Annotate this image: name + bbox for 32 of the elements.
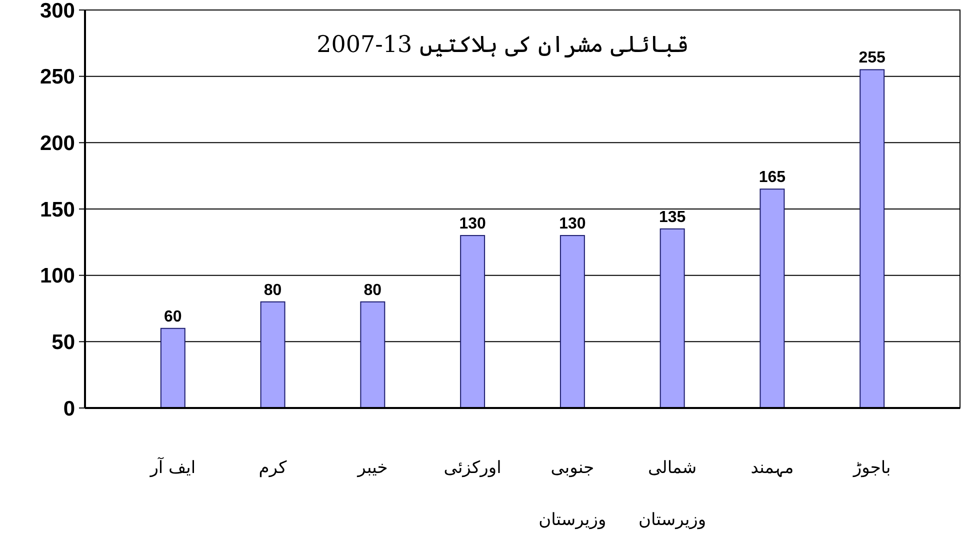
y-tick-label: 200: [40, 132, 75, 156]
y-tick-label: 50: [52, 331, 75, 354]
bar: [460, 235, 486, 408]
x-tick-label: باجوڑ: [852, 458, 891, 478]
data-label: 130: [459, 216, 486, 233]
data-label: 165: [758, 169, 786, 186]
bar: [660, 228, 685, 408]
y-tick-label: 100: [40, 264, 75, 288]
bar: [860, 69, 885, 408]
x-tick-label: کرم: [258, 458, 288, 478]
y-tick-label: 250: [40, 66, 75, 89]
bar: [360, 301, 386, 408]
bar: [160, 328, 186, 408]
y-tick-label: 150: [40, 198, 75, 222]
bar: [760, 188, 785, 408]
y-tick-label: 0: [63, 397, 75, 420]
data-label: 80: [264, 282, 282, 299]
data-label: 255: [858, 50, 886, 67]
bar: [560, 235, 585, 408]
x-tick-label: مہمند: [750, 458, 794, 478]
x-tick-label: اورکزئی: [444, 458, 502, 478]
category-label: جنوبی وزیرستان: [538, 458, 606, 530]
data-label: 135: [658, 208, 686, 226]
data-label: 60: [164, 308, 182, 326]
category-label: شمالی وزیرستان: [638, 458, 706, 530]
x-tick-label: خیبر: [356, 458, 388, 478]
text: قبائلی مشران کی ہلاکتیں 13-2007: [316, 32, 688, 58]
data-label: 130: [559, 216, 586, 233]
data-label: 80: [364, 282, 382, 299]
y-tick-label: 300: [40, 0, 75, 22]
bar: [260, 301, 286, 408]
x-tick-label: ایف آر: [149, 457, 196, 478]
